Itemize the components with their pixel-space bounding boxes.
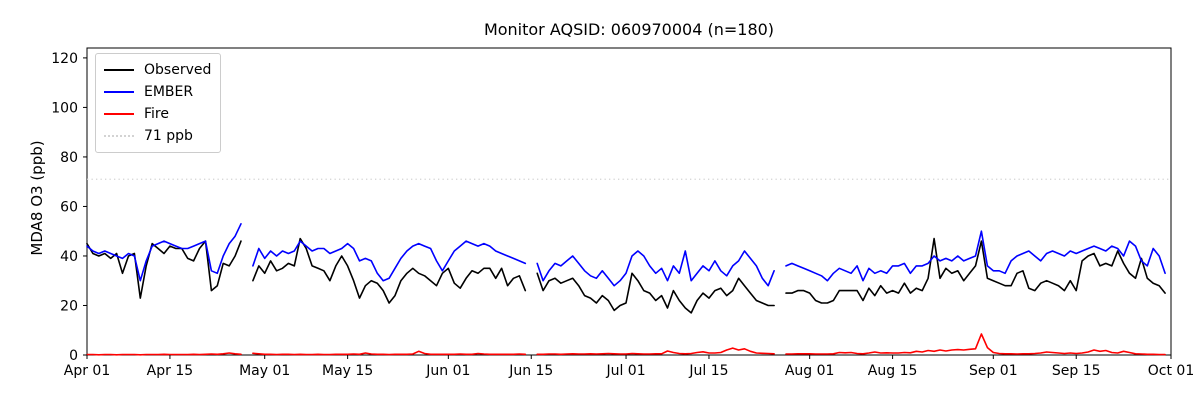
y-tick-label: 100	[51, 100, 78, 116]
x-tick-label: May 15	[322, 363, 373, 379]
legend-swatch-observed	[104, 69, 134, 71]
y-tick-label: 60	[60, 199, 78, 215]
x-tick-label: Jun 15	[508, 363, 553, 379]
y-tick-label: 0	[69, 348, 78, 364]
legend-label: Fire	[144, 106, 169, 122]
legend-item-observed: Observed	[104, 59, 211, 81]
chart-title: Monitor AQSID: 060970004 (n=180)	[483, 20, 775, 39]
series-line-observed	[86, 237, 1166, 314]
legend-label: EMBER	[144, 84, 194, 100]
x-tick-label: Apr 15	[147, 363, 193, 379]
legend-swatch-ember	[104, 91, 134, 93]
y-tick-label: 80	[60, 150, 78, 166]
legend-item-ember: EMBER	[104, 81, 211, 103]
x-tick-label: Sep 15	[1052, 363, 1101, 379]
x-tick-label: Aug 01	[785, 363, 835, 379]
x-tick-label: Apr 01	[64, 363, 110, 379]
x-tick-label: Aug 15	[868, 363, 918, 379]
series-line-ember	[86, 223, 1166, 287]
y-tick-label: 120	[51, 51, 78, 67]
x-tick-label: Oct 01	[1148, 363, 1194, 379]
chart-legend: Observed EMBER Fire 71 ppb	[95, 53, 222, 153]
legend-label: Observed	[144, 62, 212, 78]
legend-label: 71 ppb	[144, 128, 193, 144]
x-tick-label: Jun 01	[425, 363, 470, 379]
x-tick-label: Sep 01	[969, 363, 1018, 379]
x-tick-label: May 01	[239, 363, 290, 379]
y-tick-label: 40	[60, 249, 78, 265]
x-tick-label: Jul 15	[688, 363, 728, 379]
legend-swatch-fire	[104, 113, 134, 115]
legend-item-71-ppb: 71 ppb	[104, 125, 211, 147]
x-tick-label: Jul 01	[605, 363, 645, 379]
series-line-fire	[86, 333, 1166, 356]
plot-frame	[86, 47, 1172, 356]
legend-item-fire: Fire	[104, 103, 211, 125]
y-tick-label: 20	[60, 298, 78, 314]
legend-swatch-71-ppb	[104, 135, 134, 137]
